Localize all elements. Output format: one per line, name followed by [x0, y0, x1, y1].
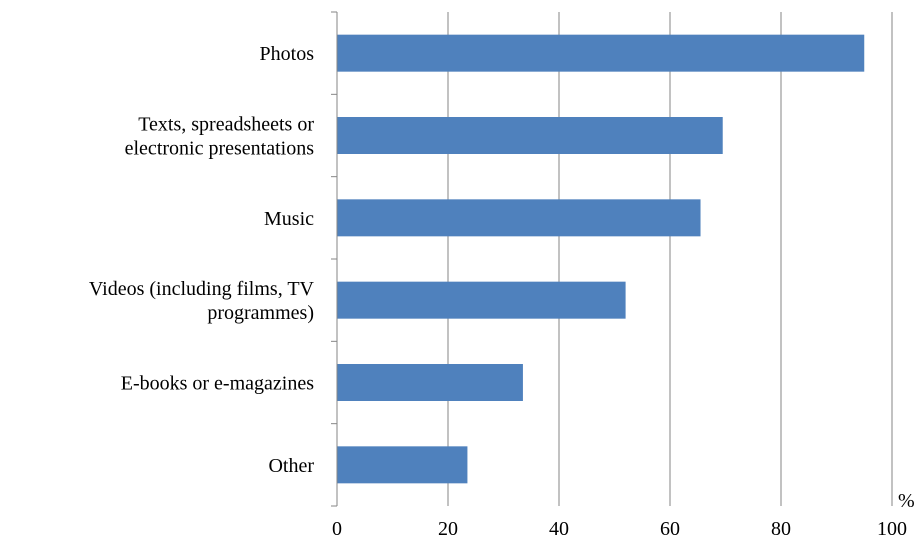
category-label: Photos: [260, 43, 315, 65]
x-tick-label: 80: [771, 518, 791, 540]
x-tick-label: 100: [877, 518, 907, 540]
category-label: Other: [268, 455, 314, 477]
bar: [337, 446, 468, 484]
bar: [337, 281, 626, 319]
x-tick-labels: 0 20 40 60 80 100: [332, 518, 907, 540]
y-axis: [331, 11, 338, 507]
category-label: Texts, spreadsheets or: [138, 114, 314, 136]
gridlines: [447, 12, 893, 506]
category-label: Videos (including films, TV: [89, 278, 315, 300]
bar: [337, 199, 701, 237]
category-label: programmes): [207, 302, 314, 324]
x-tick-label: 20: [438, 518, 458, 540]
x-tick-label: 60: [660, 518, 680, 540]
x-tick-label: 40: [549, 518, 569, 540]
category-label: electronic presentations: [125, 138, 315, 160]
bar: [337, 34, 865, 72]
category-label: E-books or e-magazines: [121, 373, 314, 395]
category-label: Music: [264, 208, 314, 230]
bars: [337, 34, 865, 484]
bar: [337, 117, 723, 154]
bar: [337, 364, 523, 401]
x-tick-label: 0: [332, 518, 342, 540]
unit-label: %: [898, 490, 915, 512]
